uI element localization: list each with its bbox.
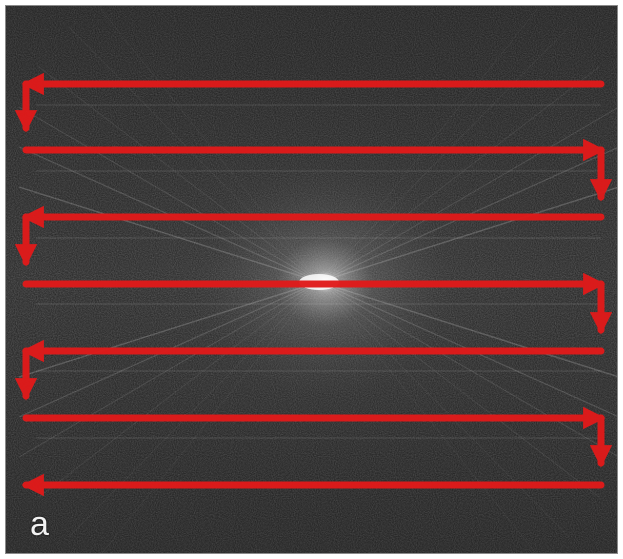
scan-path-overlay (14, 72, 613, 497)
fft-spectrum-image (6, 6, 617, 553)
panel-label: a (30, 505, 49, 543)
spectrum-vignette (6, 6, 617, 553)
figure-panel: a (5, 5, 618, 554)
